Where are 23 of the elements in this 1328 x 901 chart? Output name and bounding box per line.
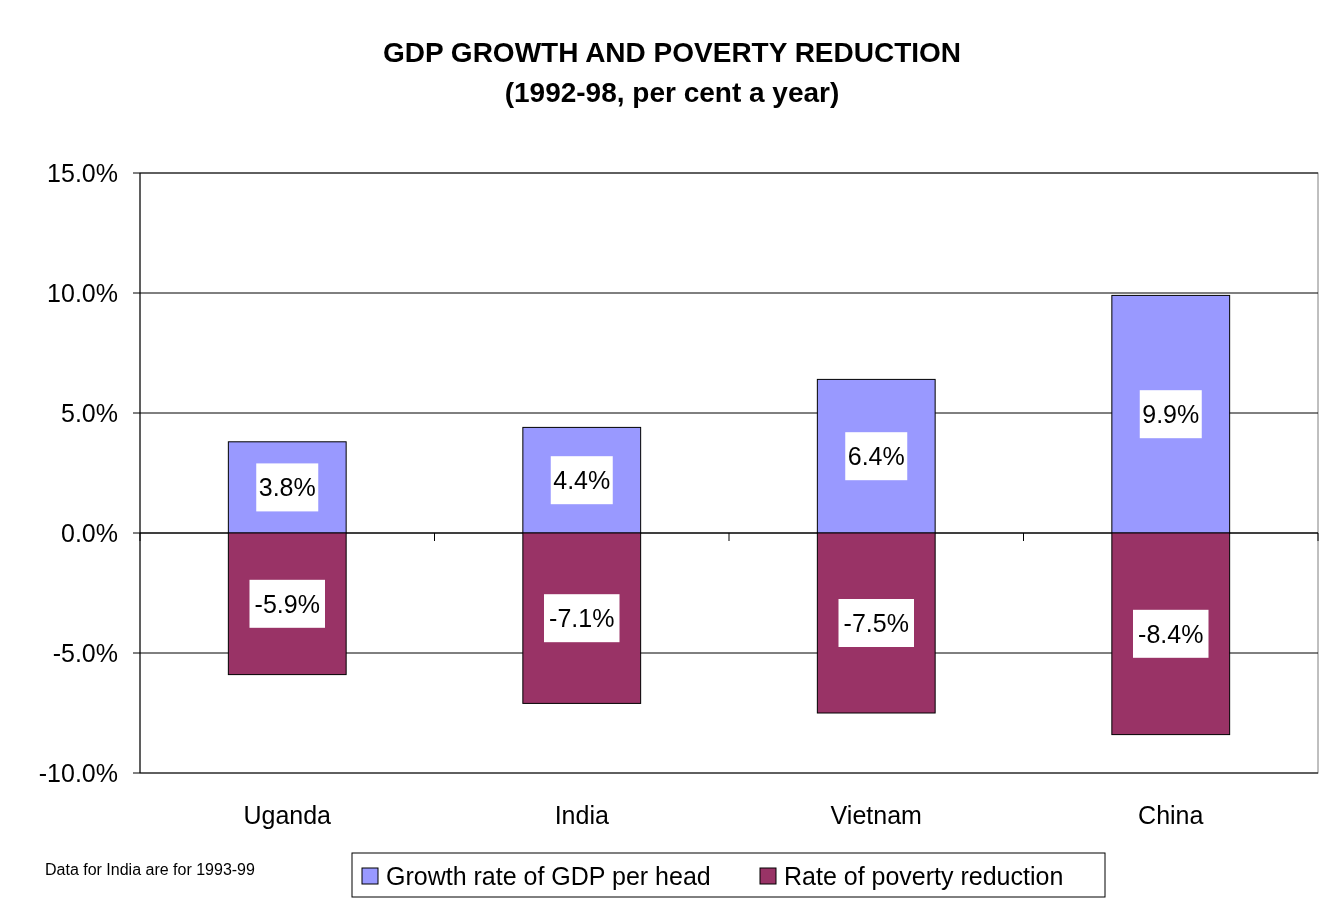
y-tick-label: 5.0% (61, 399, 118, 427)
y-tick-label: -10.0% (38, 759, 118, 787)
chart-title: GDP GROWTH AND POVERTY REDUCTION (382, 37, 962, 68)
data-label: 3.8% (258, 473, 316, 502)
y-tick-label: 10.0% (47, 279, 118, 307)
y-tick-label: -5.0% (52, 639, 118, 667)
data-label: -5.9% (254, 589, 320, 618)
x-tick-label: China (1138, 801, 1204, 829)
data-label: -8.4% (1138, 619, 1204, 648)
x-tick-label: India (554, 801, 609, 829)
data-label: 6.4% (847, 442, 905, 471)
x-tick-label: Uganda (243, 801, 332, 829)
y-tick-label: 15.0% (47, 159, 118, 187)
legend-label: Growth rate of GDP per head (386, 862, 711, 890)
x-tick-label: Vietnam (830, 801, 922, 829)
legend-label: Rate of poverty reduction (784, 862, 1064, 890)
y-tick-label: 0.0% (61, 519, 118, 547)
chart-subtitle: (1992-98, per cent a year) (504, 77, 840, 108)
data-label: -7.5% (843, 609, 909, 637)
data-label: 4.4% (553, 466, 611, 495)
data-label: 9.9% (1142, 400, 1200, 429)
data-label: -7.1% (549, 604, 615, 633)
text: Data for India are for 1993-99 (45, 861, 256, 878)
